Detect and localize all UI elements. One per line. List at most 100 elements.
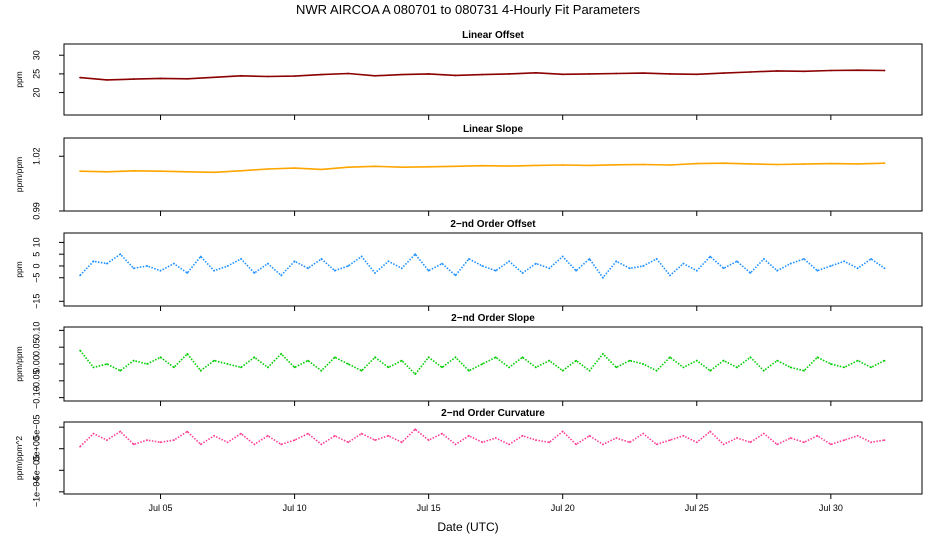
data-point — [454, 443, 457, 446]
data-point — [803, 258, 805, 260]
data-point — [508, 260, 510, 263]
data-point — [883, 439, 886, 441]
plot-frame — [63, 421, 923, 495]
data-point — [186, 170, 189, 173]
data-point — [374, 439, 376, 441]
y-tick-label: 5 — [31, 252, 41, 257]
data-point — [709, 430, 712, 433]
data-point — [535, 71, 537, 74]
data-point — [722, 267, 725, 270]
data-point — [561, 430, 564, 433]
y-tick-label: 5e−05 — [31, 415, 41, 440]
data-point — [186, 77, 189, 80]
data-point — [883, 267, 886, 270]
data-point — [119, 253, 122, 256]
data-point — [293, 75, 296, 77]
data-point — [816, 269, 819, 272]
data-point — [441, 366, 443, 369]
data-point — [320, 258, 323, 260]
data-point — [347, 363, 350, 365]
data-point — [669, 439, 671, 441]
data-point — [535, 164, 537, 167]
data-point — [454, 165, 457, 168]
data-point — [159, 441, 162, 444]
data-point — [441, 432, 443, 435]
data-point — [575, 269, 577, 272]
data-point — [199, 443, 202, 446]
data-point — [561, 369, 564, 372]
x-tick-label: Jul 10 — [283, 503, 307, 513]
data-point — [494, 269, 497, 272]
data-point — [320, 73, 323, 76]
data-point — [240, 74, 242, 77]
data-point — [213, 171, 216, 174]
data-point — [695, 441, 698, 444]
data-point — [468, 258, 470, 260]
data-point — [709, 255, 712, 258]
data-point — [789, 262, 792, 265]
data-point — [870, 366, 872, 369]
data-point — [709, 369, 712, 372]
data-point — [588, 434, 591, 437]
data-point — [213, 434, 216, 437]
data-point — [240, 432, 242, 435]
data-point — [655, 443, 658, 446]
data-point — [494, 437, 497, 439]
data-point — [226, 265, 229, 267]
data-point — [816, 356, 819, 359]
data-point — [682, 434, 685, 437]
data-point — [347, 72, 350, 75]
data-point — [347, 441, 350, 444]
data-point — [400, 359, 403, 362]
data-point — [132, 443, 135, 446]
data-point — [655, 369, 658, 372]
data-point — [146, 439, 149, 441]
data-point — [521, 272, 524, 274]
y-axis-label: ppm/ppm — [14, 346, 24, 381]
data-point — [307, 267, 309, 270]
data-point — [829, 265, 832, 267]
data-point — [481, 363, 484, 365]
data-point — [588, 164, 591, 167]
data-point — [776, 163, 779, 166]
data-point — [468, 434, 470, 437]
panel-title: 2−nd Order Offset — [450, 219, 536, 230]
data-point — [173, 439, 175, 441]
data-point — [374, 74, 376, 77]
data-point — [870, 258, 872, 260]
data-point — [642, 265, 645, 267]
data-point — [481, 164, 484, 167]
y-tick-label: −5e−05 — [31, 455, 41, 486]
data-point — [374, 165, 376, 168]
data-point — [722, 162, 725, 165]
data-point — [749, 272, 752, 274]
data-point — [360, 432, 363, 435]
data-point — [266, 168, 269, 170]
data-point — [508, 366, 510, 369]
data-point — [575, 359, 577, 362]
data-point — [628, 359, 631, 362]
data-point — [736, 437, 738, 439]
data-point — [602, 353, 604, 355]
data-point — [387, 434, 390, 437]
data-point — [92, 260, 95, 263]
data-point — [240, 258, 242, 260]
data-point — [829, 69, 832, 72]
data-point — [119, 430, 122, 433]
data-point — [146, 363, 149, 365]
data-point — [722, 443, 725, 446]
y-tick-label: 0e+00 — [31, 436, 41, 461]
data-point — [266, 366, 269, 369]
data-point — [186, 353, 189, 355]
data-point — [79, 274, 81, 277]
data-point — [307, 432, 309, 435]
y-tick-label: −1e−04 — [31, 477, 41, 508]
data-point — [722, 359, 725, 362]
data-point — [588, 258, 591, 260]
data-point — [293, 366, 296, 369]
data-point — [789, 366, 792, 369]
y-tick-label: 25 — [31, 69, 41, 79]
panels: Linear Offset ppm 20 25 30 Linear Slope ppm/pp… — [14, 30, 923, 513]
data-point — [695, 269, 698, 272]
